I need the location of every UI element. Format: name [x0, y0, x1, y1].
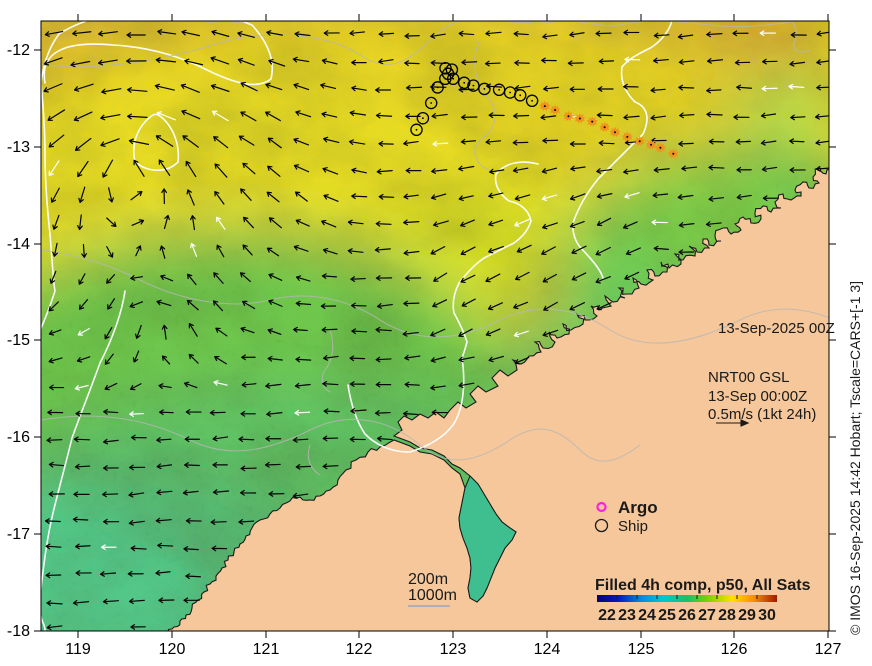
svg-text:13-Sep-2025 00Z: 13-Sep-2025 00Z — [718, 320, 835, 337]
svg-text:123: 123 — [440, 641, 467, 658]
svg-text:-15: -15 — [7, 332, 30, 349]
svg-text:126: 126 — [721, 641, 748, 658]
svg-text:-18: -18 — [7, 623, 30, 640]
svg-text:119: 119 — [65, 641, 91, 658]
svg-text:23: 23 — [618, 607, 636, 624]
svg-text:124: 124 — [534, 641, 561, 658]
svg-text:22: 22 — [598, 607, 616, 624]
svg-text:25: 25 — [658, 607, 676, 624]
svg-text:-17: -17 — [7, 526, 30, 543]
svg-text:-14: -14 — [7, 236, 30, 253]
svg-text:24: 24 — [638, 607, 656, 624]
svg-text:© IMOS 16-Sep-2025 14:42 Hobar: © IMOS 16-Sep-2025 14:42 Hobart; Tscale=… — [847, 281, 863, 635]
svg-text:200m: 200m — [408, 571, 448, 588]
svg-text:125: 125 — [628, 641, 655, 658]
svg-text:-16: -16 — [7, 429, 30, 446]
svg-text:127: 127 — [815, 641, 842, 658]
svg-text:120: 120 — [159, 641, 186, 658]
svg-text:1000m: 1000m — [408, 587, 457, 604]
svg-text:Filled 4h comp, p50, All Sats: Filled 4h comp, p50, All Sats — [595, 577, 811, 594]
svg-text:Argo: Argo — [618, 498, 658, 517]
svg-text:0.5m/s (1kt 24h): 0.5m/s (1kt 24h) — [708, 406, 816, 423]
svg-text:29: 29 — [738, 607, 756, 624]
svg-text:121: 121 — [253, 641, 280, 658]
svg-text:27: 27 — [698, 607, 716, 624]
svg-text:13-Sep 00:00Z: 13-Sep 00:00Z — [708, 388, 807, 405]
svg-text:122: 122 — [346, 641, 373, 658]
svg-text:28: 28 — [718, 607, 736, 624]
svg-text:30: 30 — [758, 607, 776, 624]
svg-text:NRT00 GSL: NRT00 GSL — [708, 369, 789, 386]
svg-text:-12: -12 — [7, 42, 30, 59]
svg-text:-13: -13 — [7, 139, 30, 156]
svg-text:26: 26 — [678, 607, 696, 624]
svg-text:Ship: Ship — [618, 518, 648, 535]
